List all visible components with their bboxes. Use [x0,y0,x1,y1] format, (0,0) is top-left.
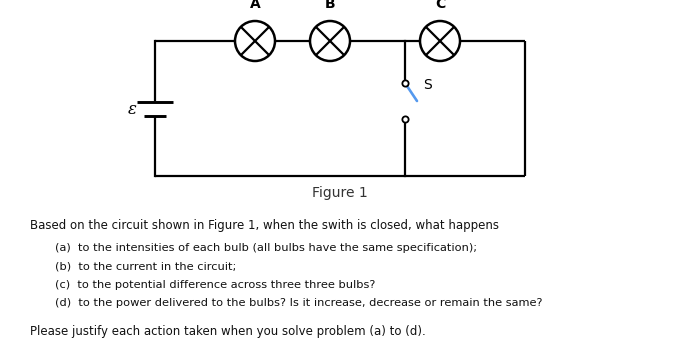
Text: ε: ε [128,100,137,117]
Text: Please justify each action taken when you solve problem (a) to (d).: Please justify each action taken when yo… [30,325,426,338]
Text: (b)  to the current in the circuit;: (b) to the current in the circuit; [55,261,237,271]
Text: B: B [325,0,335,11]
Text: S: S [423,78,432,92]
Text: (c)  to the potential difference across three three bulbs?: (c) to the potential difference across t… [55,280,375,290]
Text: C: C [435,0,445,11]
Text: Figure 1: Figure 1 [312,186,368,200]
Text: A: A [250,0,260,11]
Text: (a)  to the intensities of each bulb (all bulbs have the same specification);: (a) to the intensities of each bulb (all… [55,243,477,253]
Text: Based on the circuit shown in Figure 1, when the swith is closed, what happens: Based on the circuit shown in Figure 1, … [30,219,499,232]
Text: (d)  to the power delivered to the bulbs? Is it increase, decrease or remain the: (d) to the power delivered to the bulbs?… [55,299,542,309]
